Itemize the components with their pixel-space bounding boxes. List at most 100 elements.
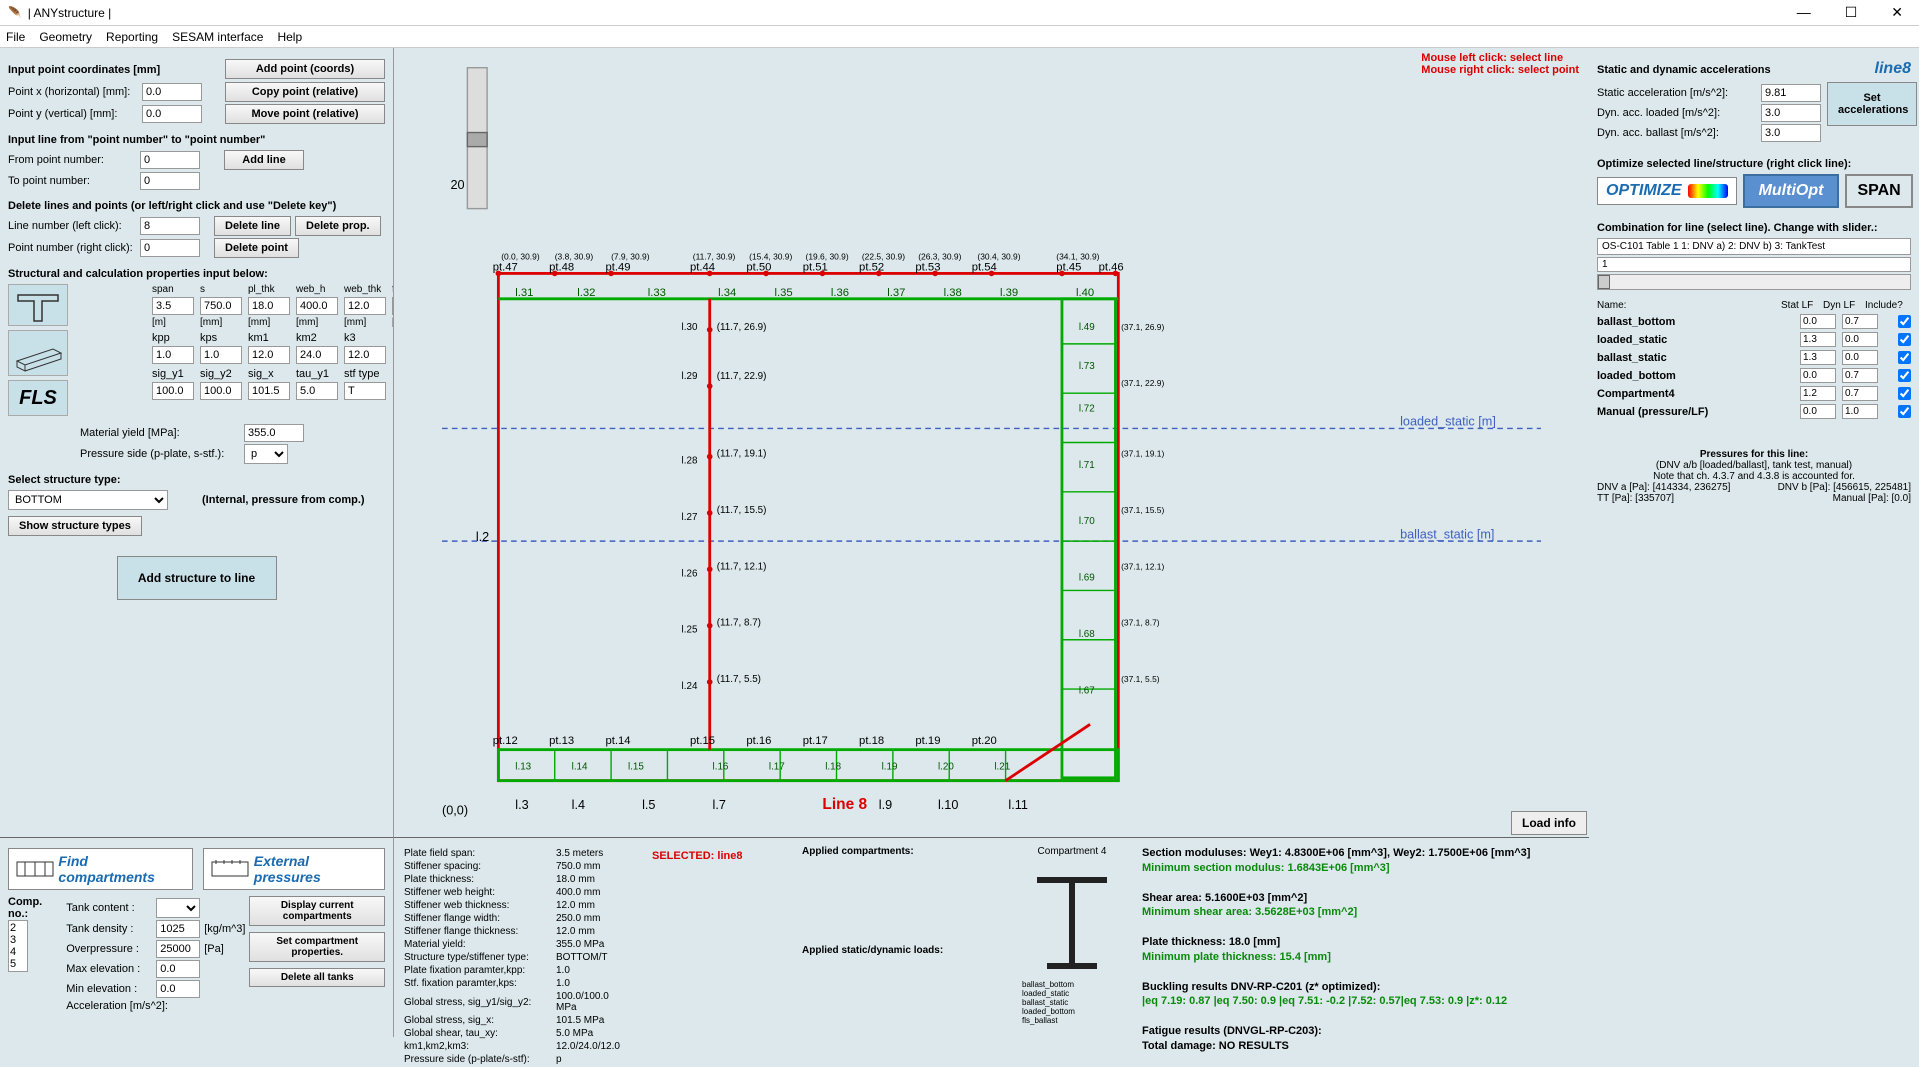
tank-density-input[interactable]: [156, 920, 200, 938]
include-checkbox[interactable]: [1898, 351, 1911, 364]
km1-input[interactable]: [248, 346, 290, 364]
col-inc: Include?: [1865, 300, 1911, 311]
linenum-input[interactable]: [140, 217, 200, 235]
kpp-input[interactable]: [152, 346, 194, 364]
svg-text:l.20: l.20: [938, 761, 954, 772]
k3-input[interactable]: [344, 346, 386, 364]
sigy1-input[interactable]: [152, 382, 194, 400]
mouse-hint-1: Mouse left click: select line: [1421, 52, 1579, 64]
include-checkbox[interactable]: [1898, 405, 1911, 418]
move-point-button[interactable]: Move point (relative): [225, 104, 385, 124]
kpp-hdr: kps: [200, 332, 246, 344]
sigx-input[interactable]: [248, 382, 290, 400]
km2-input[interactable]: [296, 346, 338, 364]
webthk-input[interactable]: [344, 297, 386, 315]
add-point-button[interactable]: Add point (coords): [225, 59, 385, 79]
svg-text:Line 8: Line 8: [822, 796, 867, 813]
stat-lf-input[interactable]: [1800, 332, 1836, 347]
struct-type-select[interactable]: BOTTOM: [8, 490, 168, 510]
kps-input[interactable]: [200, 346, 242, 364]
load-item: ballast_static: [1022, 998, 1122, 1007]
span-button[interactable]: SPAN: [1845, 174, 1912, 208]
menu-reporting[interactable]: Reporting: [106, 30, 158, 44]
opt-title: Optimize selected line/structure (right …: [1597, 158, 1911, 170]
tank-content-select[interactable]: [156, 898, 200, 918]
stat-lf-input[interactable]: [1800, 368, 1836, 383]
display-compartments-button[interactable]: Display current compartments: [249, 896, 385, 926]
menu-help[interactable]: Help: [277, 30, 302, 44]
close-button[interactable]: ✕: [1883, 2, 1911, 23]
minel-input[interactable]: [156, 980, 200, 998]
minimize-button[interactable]: —: [1789, 2, 1819, 23]
sigy2-input[interactable]: [200, 382, 242, 400]
stat-lf-input[interactable]: [1800, 350, 1836, 365]
include-checkbox[interactable]: [1898, 387, 1911, 400]
kpp-hdr: km2: [296, 332, 342, 344]
maximize-button[interactable]: ☐: [1837, 2, 1866, 23]
plate-prop-label: Material yield:: [404, 939, 554, 950]
stat-lf-input[interactable]: [1800, 386, 1836, 401]
set-compartment-props-button[interactable]: Set compartment properties.: [249, 932, 385, 962]
ptnum-input[interactable]: [140, 239, 200, 257]
comp-item[interactable]: 2: [10, 922, 26, 934]
comp-item[interactable]: 3: [10, 934, 26, 946]
dyn-lf-input[interactable]: [1842, 386, 1878, 401]
stftype-input[interactable]: [344, 382, 386, 400]
px-input[interactable]: [142, 83, 202, 101]
dyn-lf-input[interactable]: [1842, 404, 1878, 419]
py-input[interactable]: [142, 105, 202, 123]
dyn-lf-input[interactable]: [1842, 350, 1878, 365]
menubar: File Geometry Reporting SESAM interface …: [0, 26, 1919, 48]
include-checkbox[interactable]: [1898, 315, 1911, 328]
maxel-input[interactable]: [156, 960, 200, 978]
plate-prop-label: Stf. fixation paramter,kps:: [404, 978, 554, 989]
delete-point-button[interactable]: Delete point: [214, 238, 299, 258]
s-input[interactable]: [200, 297, 242, 315]
dyn-lf-input[interactable]: [1842, 332, 1878, 347]
stat-lf-input[interactable]: [1800, 314, 1836, 329]
dab-input[interactable]: [1761, 124, 1821, 142]
add-structure-button[interactable]: Add structure to line: [117, 556, 277, 600]
dyn-lf-input[interactable]: [1842, 368, 1878, 383]
svg-text:(19.6, 30.9): (19.6, 30.9): [806, 251, 849, 261]
delete-line-button[interactable]: Delete line: [214, 216, 291, 236]
add-line-button[interactable]: Add line: [224, 150, 304, 170]
webh-input[interactable]: [296, 297, 338, 315]
delete-tanks-button[interactable]: Delete all tanks: [249, 968, 385, 987]
dyn-lf-input[interactable]: [1842, 314, 1878, 329]
external-pressures-button[interactable]: External pressures: [203, 848, 385, 890]
set-accel-button[interactable]: Set accelerations: [1827, 82, 1917, 126]
multiopt-button[interactable]: MultiOpt: [1743, 174, 1840, 208]
from-input[interactable]: [140, 151, 200, 169]
plate-prop-label: Global stress, sig_y1/sig_y2:: [404, 991, 554, 1013]
comp-item[interactable]: 4: [10, 946, 26, 958]
find-compartments-button[interactable]: Find compartments: [8, 848, 193, 890]
copy-point-button[interactable]: Copy point (relative): [225, 82, 385, 102]
menu-file[interactable]: File: [6, 30, 25, 44]
delete-prop-button[interactable]: Delete prop.: [295, 216, 381, 236]
svg-text:l.18: l.18: [825, 761, 841, 772]
include-checkbox[interactable]: [1898, 333, 1911, 346]
dal-input[interactable]: [1761, 104, 1821, 122]
sa-input[interactable]: [1761, 84, 1821, 102]
mat-yield-input[interactable]: [244, 424, 304, 442]
overpress-input[interactable]: [156, 940, 200, 958]
menu-geometry[interactable]: Geometry: [39, 30, 92, 44]
tauy1-input[interactable]: [296, 382, 338, 400]
span-input[interactable]: [152, 297, 194, 315]
menu-sesam[interactable]: SESAM interface: [172, 30, 263, 44]
include-checkbox[interactable]: [1898, 369, 1911, 382]
stat-lf-input[interactable]: [1800, 404, 1836, 419]
plthk-input[interactable]: [248, 297, 290, 315]
app-icon: 🪶: [8, 6, 22, 19]
comp-item[interactable]: 5: [10, 958, 26, 970]
comp-list[interactable]: 2345: [8, 920, 28, 972]
load-info-button[interactable]: Load info: [1511, 811, 1587, 835]
optimize-button[interactable]: OPTIMIZE: [1597, 177, 1737, 205]
prop-hdr: span: [152, 284, 198, 295]
show-types-button[interactable]: Show structure types: [8, 516, 142, 536]
structure-canvas[interactable]: 20 loaded_static [m] ballast_static [m]: [394, 48, 1589, 837]
press-side-select[interactable]: p: [244, 444, 288, 464]
to-input[interactable]: [140, 172, 200, 190]
comb-slider[interactable]: [1597, 274, 1911, 290]
